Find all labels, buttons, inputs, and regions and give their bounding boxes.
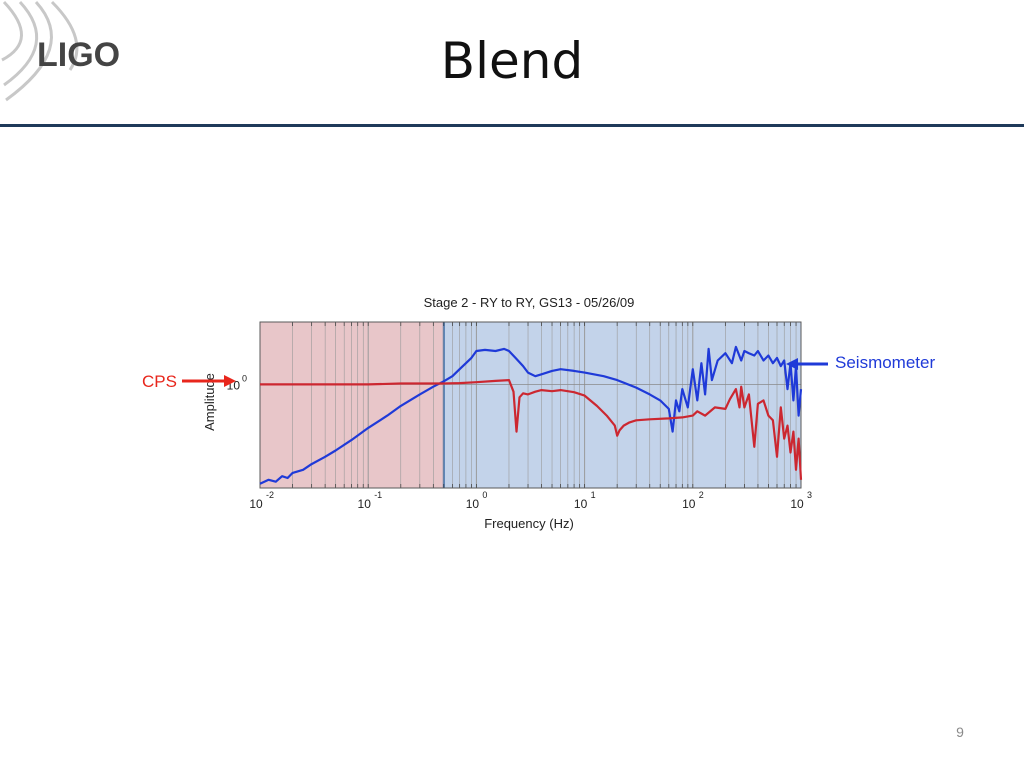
region-cps bbox=[260, 322, 444, 488]
x-tick-label: 10 bbox=[249, 497, 263, 511]
x-tick-label: 10 bbox=[682, 497, 696, 511]
cps-label: CPS bbox=[142, 372, 177, 391]
page-number: 9 bbox=[956, 724, 964, 740]
cps-arrow-icon bbox=[182, 375, 236, 387]
region-seismometer bbox=[443, 322, 801, 488]
x-tick-exponent: 3 bbox=[807, 490, 812, 500]
seismometer-label: Seismometer bbox=[835, 353, 935, 372]
series-line-0 bbox=[259, 345, 803, 485]
ligo-logo: LIGO bbox=[1, 0, 120, 102]
x-tick-exponent: 2 bbox=[699, 490, 704, 500]
title-rule bbox=[0, 124, 1024, 127]
x-axis-label: Frequency (Hz) bbox=[484, 516, 574, 531]
x-tick-label: 10 bbox=[574, 497, 588, 511]
series-line-1 bbox=[260, 379, 803, 480]
x-tick-label: 10 bbox=[790, 497, 804, 511]
x-tick-label: 10 bbox=[466, 497, 480, 511]
x-tick-exponent: 0 bbox=[482, 490, 487, 500]
logo-wordmark: LIGO bbox=[37, 36, 120, 74]
y-tick-exponent: 0 bbox=[242, 373, 247, 383]
x-tick-label: 10 bbox=[358, 497, 372, 511]
x-tick-exponent: -1 bbox=[374, 490, 382, 500]
seismometer-arrow-icon bbox=[786, 358, 828, 370]
y-axis-label: Amplitude bbox=[202, 373, 217, 431]
plot-frame bbox=[259, 321, 802, 489]
logo-rings-icon bbox=[1, 0, 79, 102]
chart-title: Stage 2 - RY to RY, GS13 - 05/26/09 bbox=[424, 295, 635, 310]
filter-regions bbox=[260, 322, 801, 488]
x-tick-exponent: 1 bbox=[591, 490, 596, 500]
gridlines bbox=[259, 322, 801, 488]
x-tick-exponent: -2 bbox=[266, 490, 274, 500]
series-layer bbox=[259, 345, 803, 485]
slide-title: Blend bbox=[440, 32, 584, 90]
